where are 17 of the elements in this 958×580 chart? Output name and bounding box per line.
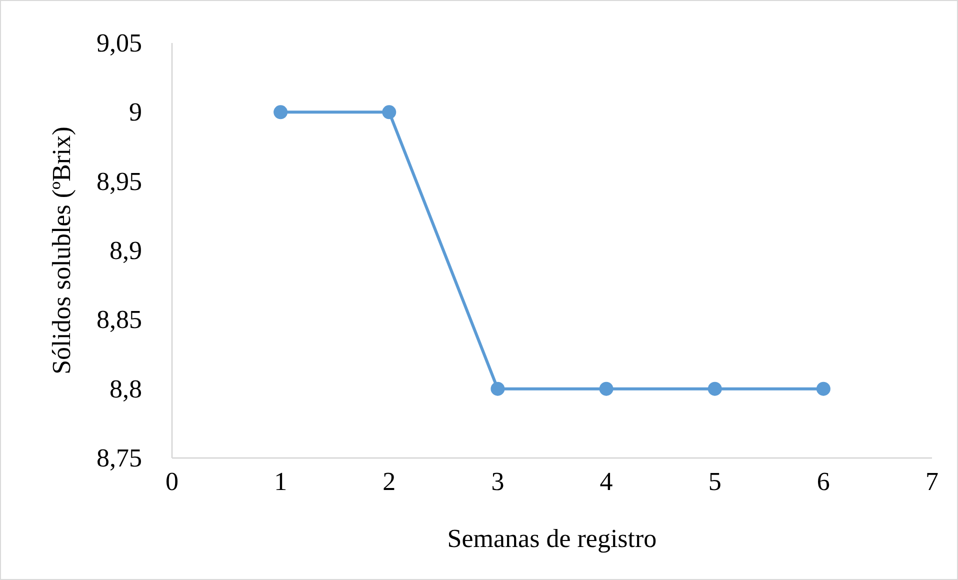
x-axis-title: Semanas de registro	[447, 524, 657, 553]
y-tick-label: 9,05	[96, 28, 142, 58]
y-tick-label: 8,9	[110, 236, 142, 265]
y-tick-label: 9	[129, 98, 142, 127]
x-tick-label: 1	[274, 467, 288, 496]
x-tick-label: 7	[926, 467, 938, 496]
x-tick-label: 4	[600, 467, 613, 496]
x-tick-label: 6	[816, 467, 830, 496]
x-tick-label: 2	[382, 467, 396, 496]
y-tick-label: 8,95	[96, 166, 142, 196]
y-tick-label: 8,8	[110, 374, 142, 404]
x-tick-label: 5	[708, 467, 722, 496]
y-axis-title: Sólidos solubles (ºBrix)	[47, 126, 76, 374]
x-tick-label: 0	[166, 467, 178, 496]
y-tick-label: 8,85	[96, 305, 142, 334]
x-tick-label: 3	[491, 467, 504, 496]
y-tick-label: 8,75	[96, 444, 142, 472]
